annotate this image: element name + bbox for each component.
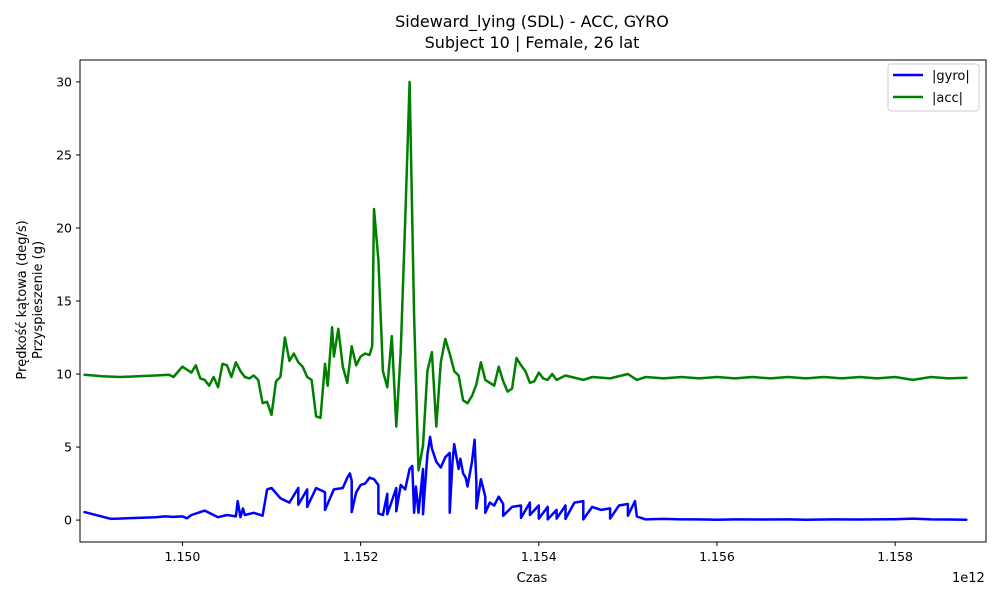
y-tick-label: 5 bbox=[64, 440, 72, 455]
plot-area: 1.150 1.152 1.154 1.156 1.158 0 5 10 15 20 25 30 bbox=[56, 59, 987, 564]
y-axis-label-line-1: Prędkość kątowa (deg/s) bbox=[15, 220, 30, 379]
y-tick-label: 25 bbox=[56, 147, 72, 162]
series-line-acc bbox=[83, 80, 968, 472]
legend-label-acc: |acc| bbox=[932, 91, 963, 106]
x-tick-label: 1.152 bbox=[343, 549, 379, 564]
y-tick-label: 20 bbox=[56, 220, 72, 235]
y-tick-label: 30 bbox=[56, 74, 72, 89]
x-tick-label: 1.156 bbox=[699, 549, 735, 564]
chart-subtitle: Subject 10 | Female, 26 lat bbox=[425, 33, 640, 52]
series-layer bbox=[83, 80, 968, 521]
chart-title: Sideward_lying (SDL) - ACC, GYRO bbox=[395, 12, 669, 32]
legend-label-gyro: |gyro| bbox=[932, 69, 970, 84]
y-tick-label: 10 bbox=[56, 367, 72, 382]
x-tick-label: 1.154 bbox=[521, 549, 557, 564]
x-tick-label: 1.150 bbox=[165, 549, 201, 564]
legend: |gyro| |acc| bbox=[887, 63, 980, 112]
y-axis: 0 5 10 15 20 25 30 bbox=[56, 74, 80, 528]
x-axis-offset-label: 1e12 bbox=[952, 571, 985, 586]
series-line-gyro bbox=[83, 435, 968, 521]
x-tick-label: 1.158 bbox=[877, 549, 913, 564]
x-axis-label: Czas bbox=[517, 571, 548, 586]
y-tick-label: 15 bbox=[56, 294, 72, 309]
y-tick-label: 0 bbox=[64, 513, 72, 528]
plot-frame bbox=[79, 59, 987, 543]
y-axis-label-line-2: Przyspieszenie (g) bbox=[31, 241, 46, 359]
x-axis: 1.150 1.152 1.154 1.156 1.158 bbox=[165, 542, 913, 564]
